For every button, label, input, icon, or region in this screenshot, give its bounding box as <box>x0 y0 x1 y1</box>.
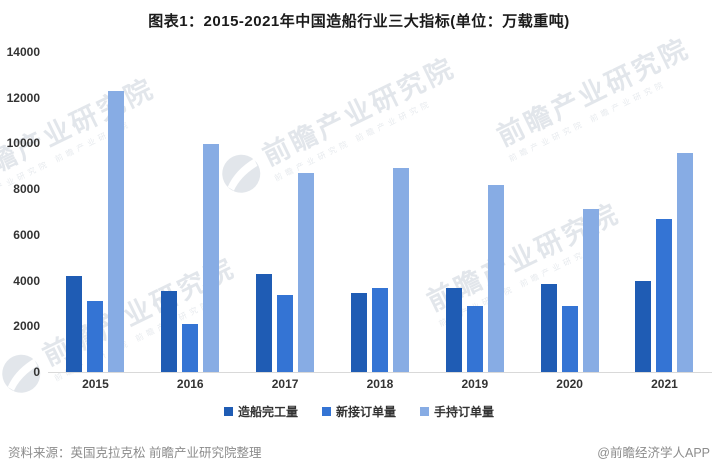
footer: 资料来源：英国克拉克松 前瞻产业研究院整理 @前瞻经济学人APP <box>0 442 718 461</box>
plot-area <box>48 52 712 373</box>
legend-label: 新接订单量 <box>335 405 396 419</box>
bar-group-2021 <box>635 52 694 372</box>
x-axis: 2015 2016 2017 2018 2019 2020 2021 <box>48 377 712 391</box>
y-tick-label: 6000 <box>13 227 40 242</box>
x-axis-label-2021: 2021 <box>651 377 678 391</box>
bar-新接订单量-2015 <box>87 300 104 372</box>
bar-造船完工量-2017 <box>256 274 273 372</box>
bar-手持订单量-2018 <box>392 167 409 372</box>
bar-新接订单量-2020 <box>561 305 578 372</box>
legend-item-造船完工量: 造船完工量 <box>223 403 298 420</box>
legend-marker-icon <box>321 407 331 416</box>
y-tick-label: 10000 <box>6 136 40 151</box>
source-text: 资料来源：英国克拉克松 前瞻产业研究院整理 <box>8 446 262 460</box>
x-axis-label-2020: 2020 <box>556 377 583 391</box>
legend-label: 造船完工量 <box>237 405 298 419</box>
y-tick-label: 4000 <box>13 273 40 288</box>
credit-text: @前瞻经济学人APP <box>597 446 710 460</box>
bar-group-2015 <box>66 52 125 372</box>
bar-手持订单量-2015 <box>108 90 125 372</box>
x-axis-label-2015: 2015 <box>82 377 109 391</box>
bar-造船完工量-2018 <box>350 292 367 372</box>
bar-新接订单量-2019 <box>466 305 483 372</box>
legend: 造船完工量 新接订单量 手持订单量 <box>0 403 718 420</box>
x-axis-label-2019: 2019 <box>461 377 489 391</box>
y-axis: 14000 12000 10000 8000 6000 4000 2000 0 <box>0 45 44 379</box>
legend-item-手持订单量: 手持订单量 <box>420 403 494 420</box>
chart-title: 图表1：2015-2021年中国造船行业三大指标(单位：万载重吨) <box>148 13 570 30</box>
bar-group-2018 <box>350 52 409 372</box>
y-tick-label: 2000 <box>13 319 40 334</box>
bar-手持订单量-2016 <box>203 144 220 372</box>
legend-label: 手持订单量 <box>434 405 495 419</box>
bar-新接订单量-2018 <box>371 288 388 372</box>
bar-造船完工量-2019 <box>445 288 462 372</box>
bar-group-2020 <box>540 52 599 372</box>
y-tick-label: 14000 <box>6 45 40 59</box>
y-tick-label: 12000 <box>6 90 40 105</box>
y-tick-label: 8000 <box>13 182 40 197</box>
bar-手持订单量-2021 <box>677 152 694 372</box>
x-axis-label-2016: 2016 <box>176 377 204 391</box>
bar-造船完工量-2020 <box>540 283 557 372</box>
bar-group-2016 <box>161 52 220 372</box>
bar-group-2017 <box>256 52 315 372</box>
x-axis-label-2018: 2018 <box>366 377 394 391</box>
bar-新接订单量-2017 <box>277 294 294 372</box>
legend-item-新接订单量: 新接订单量 <box>321 403 396 420</box>
legend-marker-icon <box>223 407 233 416</box>
bar-造船完工量-2021 <box>635 281 652 372</box>
bar-手持订单量-2017 <box>298 172 315 372</box>
bar-group-2019 <box>445 52 504 372</box>
bar-造船完工量-2016 <box>161 291 178 372</box>
legend-marker-icon <box>420 407 429 416</box>
bar-造船完工量-2015 <box>66 276 83 372</box>
y-tick-label: 0 <box>33 365 40 379</box>
x-axis-label-2017: 2017 <box>271 377 299 391</box>
bar-新接订单量-2021 <box>656 218 673 372</box>
bar-手持订单量-2019 <box>487 185 504 372</box>
bar-手持订单量-2020 <box>582 209 599 372</box>
bar-新接订单量-2016 <box>182 323 199 372</box>
